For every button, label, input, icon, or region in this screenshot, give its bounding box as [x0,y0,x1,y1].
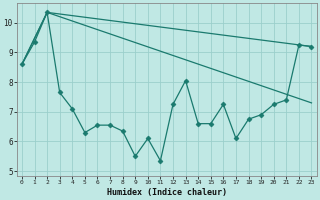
X-axis label: Humidex (Indice chaleur): Humidex (Indice chaleur) [107,188,227,197]
